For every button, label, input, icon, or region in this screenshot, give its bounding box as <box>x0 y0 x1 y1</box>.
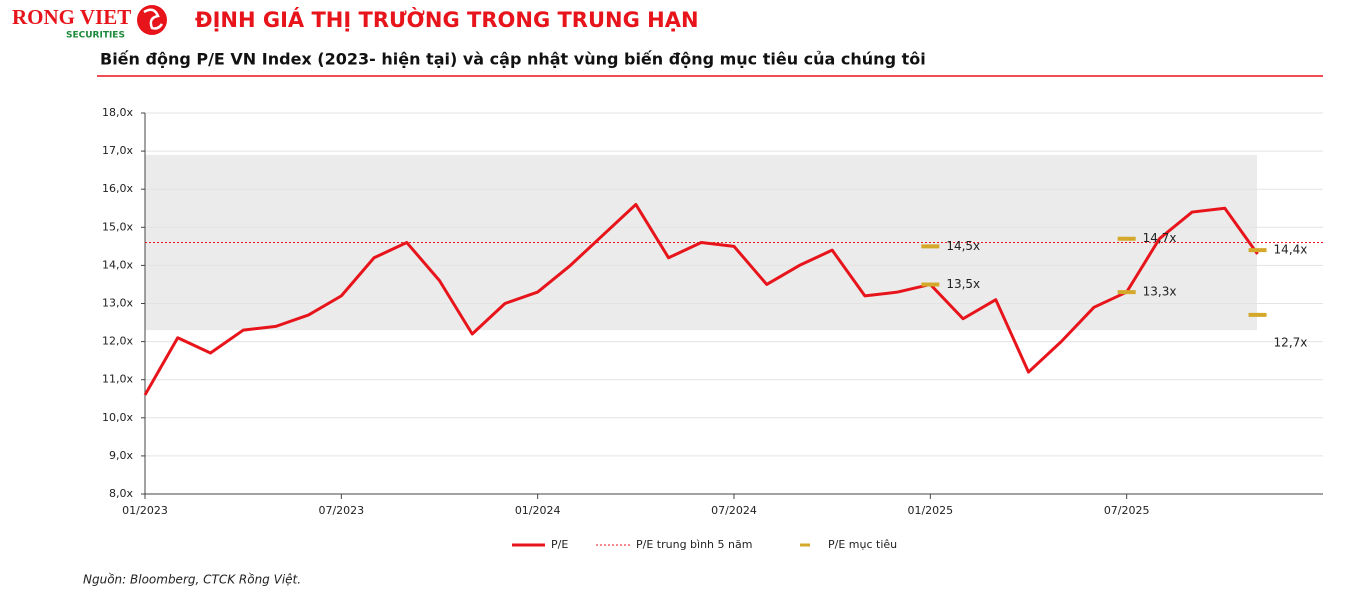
x-tick-label: 07/2023 <box>318 504 364 517</box>
subtitle: Biến động P/E VN Index (2023- hiện tại) … <box>100 50 926 69</box>
target-label: 14,4x <box>1274 243 1308 257</box>
logo-sub: SECURITIES <box>66 31 125 41</box>
logo-swirl <box>143 8 164 30</box>
y-tick-label: 11,0x <box>102 373 133 386</box>
y-tick-label: 13,0x <box>102 297 133 310</box>
y-tick-label: 9,0x <box>109 449 133 462</box>
logo: RONG VIET <box>12 5 131 29</box>
y-tick-label: 16,0x <box>102 182 133 195</box>
target-label: 14,5x <box>946 239 980 253</box>
target-label: 13,3x <box>1143 285 1177 299</box>
y-tick-label: 17,0x <box>102 144 133 157</box>
y-tick-label: 12,0x <box>102 335 133 348</box>
y-tick-label: 14,0x <box>102 258 133 271</box>
x-tick-label: 07/2025 <box>1104 504 1150 517</box>
x-tick-label: 07/2024 <box>711 504 757 517</box>
y-tick-label: 15,0x <box>102 220 133 233</box>
legend-label: P/E trung bình 5 năm <box>636 538 752 551</box>
pe-line <box>143 202 1259 396</box>
legend-label: P/E mục tiêu <box>828 538 897 551</box>
y-tick-label: 8,0x <box>109 487 133 500</box>
target-label: 13,5x <box>946 277 980 291</box>
target-label: 12,7x <box>1274 335 1308 349</box>
title: ĐỊNH GIÁ THỊ TRƯỜNG TRONG TRUNG HẠN <box>195 7 699 32</box>
chart: 8,0x 9,0x 10,0x 11,0x 12,0x 13,0x 14,0x 15,0x 16… <box>102 106 1323 551</box>
x-tick-label: 01/2025 <box>907 504 953 517</box>
x-tick-label: 01/2023 <box>122 504 168 517</box>
target-label: 14,7x <box>1143 231 1177 245</box>
y-tick-label: 10,0x <box>102 411 133 424</box>
legend-label: P/E <box>551 538 568 551</box>
source: Nguồn: Bloomberg, CTCK Rồng Việt. <box>83 573 301 587</box>
y-tick-label: 18,0x <box>102 106 133 119</box>
x-tick-label: 01/2024 <box>515 504 561 517</box>
